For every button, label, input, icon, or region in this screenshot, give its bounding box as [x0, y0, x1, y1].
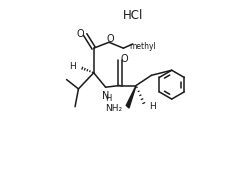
Text: H: H	[149, 102, 156, 111]
Polygon shape	[126, 86, 136, 108]
Text: O: O	[121, 54, 129, 64]
Text: methyl: methyl	[129, 42, 156, 51]
Text: O: O	[107, 34, 114, 43]
Text: H: H	[70, 62, 76, 71]
Text: H: H	[105, 94, 112, 103]
Text: O: O	[77, 29, 84, 39]
Text: NH₂: NH₂	[105, 104, 122, 113]
Text: HCl: HCl	[123, 9, 143, 22]
Text: N: N	[102, 91, 110, 101]
